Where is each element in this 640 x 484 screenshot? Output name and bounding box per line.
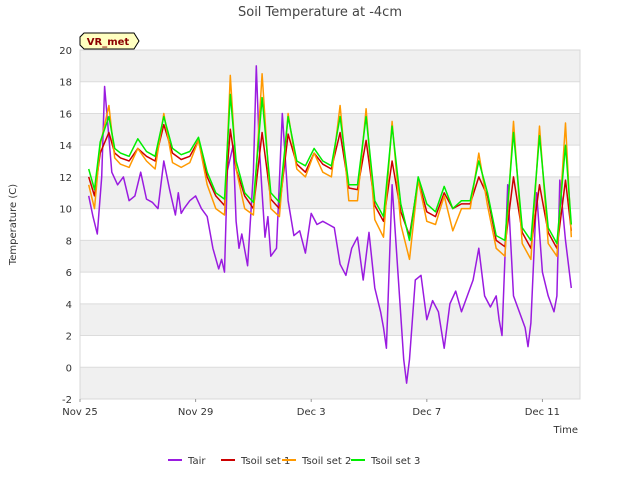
legend-label-tair: Tair [187,456,206,467]
x-tick-label: Dec 11 [525,407,560,418]
plot-frame [79,49,581,400]
plot-band [80,50,580,82]
x-tick-label: Nov 25 [62,407,97,418]
y-tick-label: 6 [66,268,72,279]
y-tick-label: 4 [66,300,72,311]
y-tick-label: 14 [59,141,72,152]
y-axis-label: Temperature (C) [8,184,19,266]
y-tick-label: 10 [59,205,72,216]
y-tick-label: 2 [66,332,72,343]
badge-label: VR_met [87,37,130,48]
series-line-tair [87,65,573,384]
station-badge: VR_met [79,32,140,50]
y-tick-label: 0 [66,363,72,374]
y-tick-label: 16 [59,109,72,120]
plot-band [80,367,580,399]
plot-bands [80,50,580,399]
legend-label-tsoil-set-1: Tsoil set 1 [240,456,290,467]
chart-title: Soil Temperature at -4cm [238,5,402,20]
y-tick-label: 18 [59,78,72,89]
plot-band [80,240,580,273]
legend: Tair Tsoil set 1 Tsoil set 2 Tsoil set 3 [168,456,420,467]
x-tick-label: Dec 7 [412,407,441,418]
x-axis-label: Time [553,425,578,436]
x-tick-label: Nov 29 [178,407,213,418]
legend-label-tsoil-set-2: Tsoil set 2 [301,456,351,467]
series-line-tsoil-set-3 [87,93,573,245]
y-tick-label: 20 [59,46,72,57]
legend-label-tsoil-set-3: Tsoil set 3 [370,456,420,467]
plot-band [80,113,580,146]
y-tick-label: -2 [62,395,72,406]
y-tick-label: 8 [66,236,72,247]
plot-band [80,176,580,209]
badge-shape [79,32,140,50]
x-tick-label: Dec 3 [297,407,326,418]
series-line-tsoil-set-2 [87,73,573,261]
y-tick-label: 12 [59,173,72,184]
series-layer [87,65,573,384]
x-tick-labels: Nov 25 Nov 29 Dec 3 Dec 7 Dec 11 [62,399,560,418]
y-tick-labels: -2 0 2 4 6 8 10 12 14 16 18 20 [59,46,72,406]
plot-band [80,303,580,336]
